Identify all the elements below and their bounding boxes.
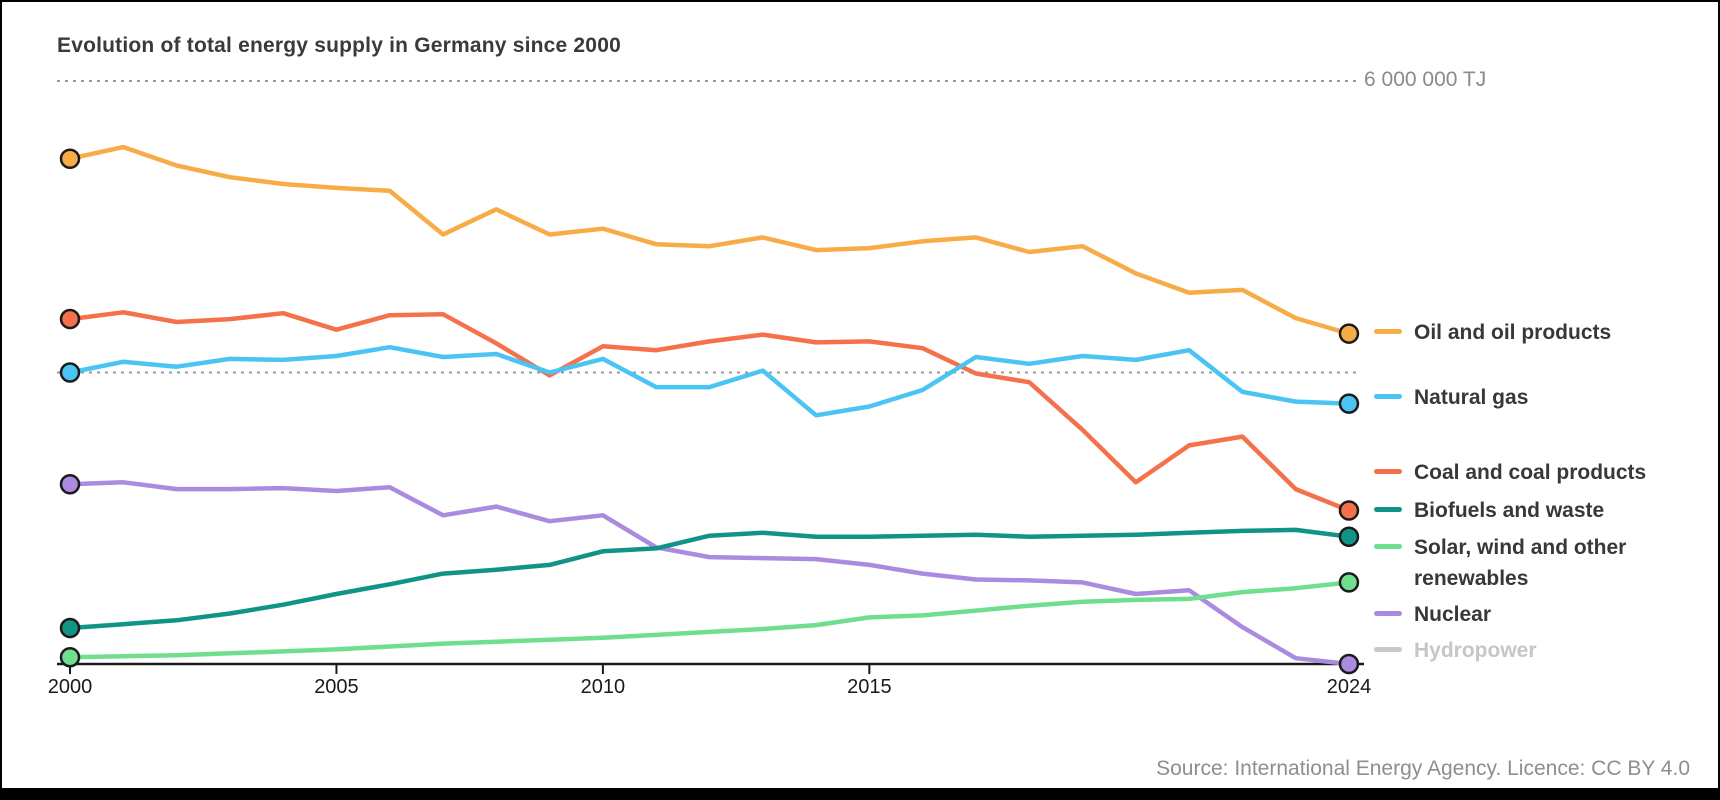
legend-item-solar-wind-and-other-renewables[interactable]: Solar, wind and other renewables bbox=[1374, 532, 1676, 594]
legend-item-label: Oil and oil products bbox=[1414, 321, 1612, 344]
legend-item-biofuels-and-waste[interactable]: Biofuels and waste bbox=[1374, 495, 1676, 526]
series-line-nuclear[interactable] bbox=[69, 480, 1350, 667]
series-end-marker-solar-wind-and-other-renewables[interactable] bbox=[1338, 572, 1360, 593]
legend-item-label: Solar, wind and other renewables bbox=[1414, 536, 1627, 590]
legend-item-nuclear[interactable]: Nuclear bbox=[1374, 599, 1676, 630]
x-tick-label-2000: 2000 bbox=[47, 676, 93, 698]
series-end-marker-coal-and-coal-products[interactable] bbox=[1338, 500, 1360, 521]
series-end-marker-natural-gas[interactable] bbox=[1338, 393, 1360, 414]
series-start-marker-biofuels-and-waste[interactable] bbox=[59, 617, 81, 639]
series-start-marker-solar-wind-and-other-renewables[interactable] bbox=[59, 646, 81, 668]
series-line-natural-gas[interactable] bbox=[69, 344, 1350, 418]
series-line-oil-and-oil-products[interactable] bbox=[69, 144, 1350, 336]
x-tick-label-2015: 2015 bbox=[847, 676, 892, 698]
legend-item-label: Biofuels and waste bbox=[1414, 499, 1605, 522]
solar-wind-and-other-renewables-legend-dash-icon bbox=[1374, 544, 1402, 549]
series-end-marker-nuclear[interactable] bbox=[1338, 653, 1360, 675]
series-end-marker-biofuels-and-waste[interactable] bbox=[1338, 526, 1360, 547]
biofuels-and-waste-legend-dash-icon bbox=[1374, 507, 1402, 512]
legend-item-label: Nuclear bbox=[1414, 603, 1492, 626]
series-start-marker-nuclear[interactable] bbox=[59, 473, 81, 495]
series-line-biofuels-and-waste[interactable] bbox=[69, 527, 1350, 631]
series-start-marker-natural-gas[interactable] bbox=[59, 362, 81, 383]
chart-title: Evolution of total energy supply in Germ… bbox=[57, 34, 621, 57]
legend-item-oil-and-oil-products[interactable]: Oil and oil products bbox=[1374, 317, 1676, 348]
legend-item-natural-gas[interactable]: Natural gas bbox=[1374, 382, 1676, 413]
oil-and-oil-products-legend-dash-icon bbox=[1374, 329, 1402, 334]
series-start-marker-oil-and-oil-products[interactable] bbox=[59, 148, 81, 169]
series-start-marker-coal-and-coal-products[interactable] bbox=[59, 308, 81, 330]
natural-gas-legend-dash-icon bbox=[1374, 394, 1402, 399]
legend-item-label: Hydropower bbox=[1414, 639, 1537, 662]
legend-item-coal-and-coal-products[interactable]: Coal and coal products bbox=[1374, 457, 1676, 488]
x-tick-label-2010: 2010 bbox=[580, 676, 626, 698]
legend-item-label: Natural gas bbox=[1414, 386, 1529, 409]
coal-and-coal-products-legend-dash-icon bbox=[1374, 469, 1402, 474]
hydropower-legend-dash-icon bbox=[1374, 647, 1402, 652]
source-attribution: Source: International Energy Agency. Lic… bbox=[1156, 757, 1690, 780]
series-line-coal-and-coal-products[interactable] bbox=[69, 310, 1350, 513]
x-tick-label-2024: 2024 bbox=[1326, 676, 1372, 698]
series-line-solar-wind-and-other-renewables[interactable] bbox=[69, 580, 1350, 660]
legend-item-hydropower[interactable]: Hydropower bbox=[1374, 635, 1676, 666]
series-end-marker-oil-and-oil-products[interactable] bbox=[1338, 323, 1360, 344]
gridline-unit-label: 6 000 000 TJ bbox=[1364, 68, 1487, 91]
x-tick-label-2005: 2005 bbox=[314, 676, 359, 698]
legend-item-label: Coal and coal products bbox=[1414, 461, 1647, 484]
footer-bar bbox=[2, 788, 1718, 798]
nuclear-legend-dash-icon bbox=[1374, 611, 1402, 616]
